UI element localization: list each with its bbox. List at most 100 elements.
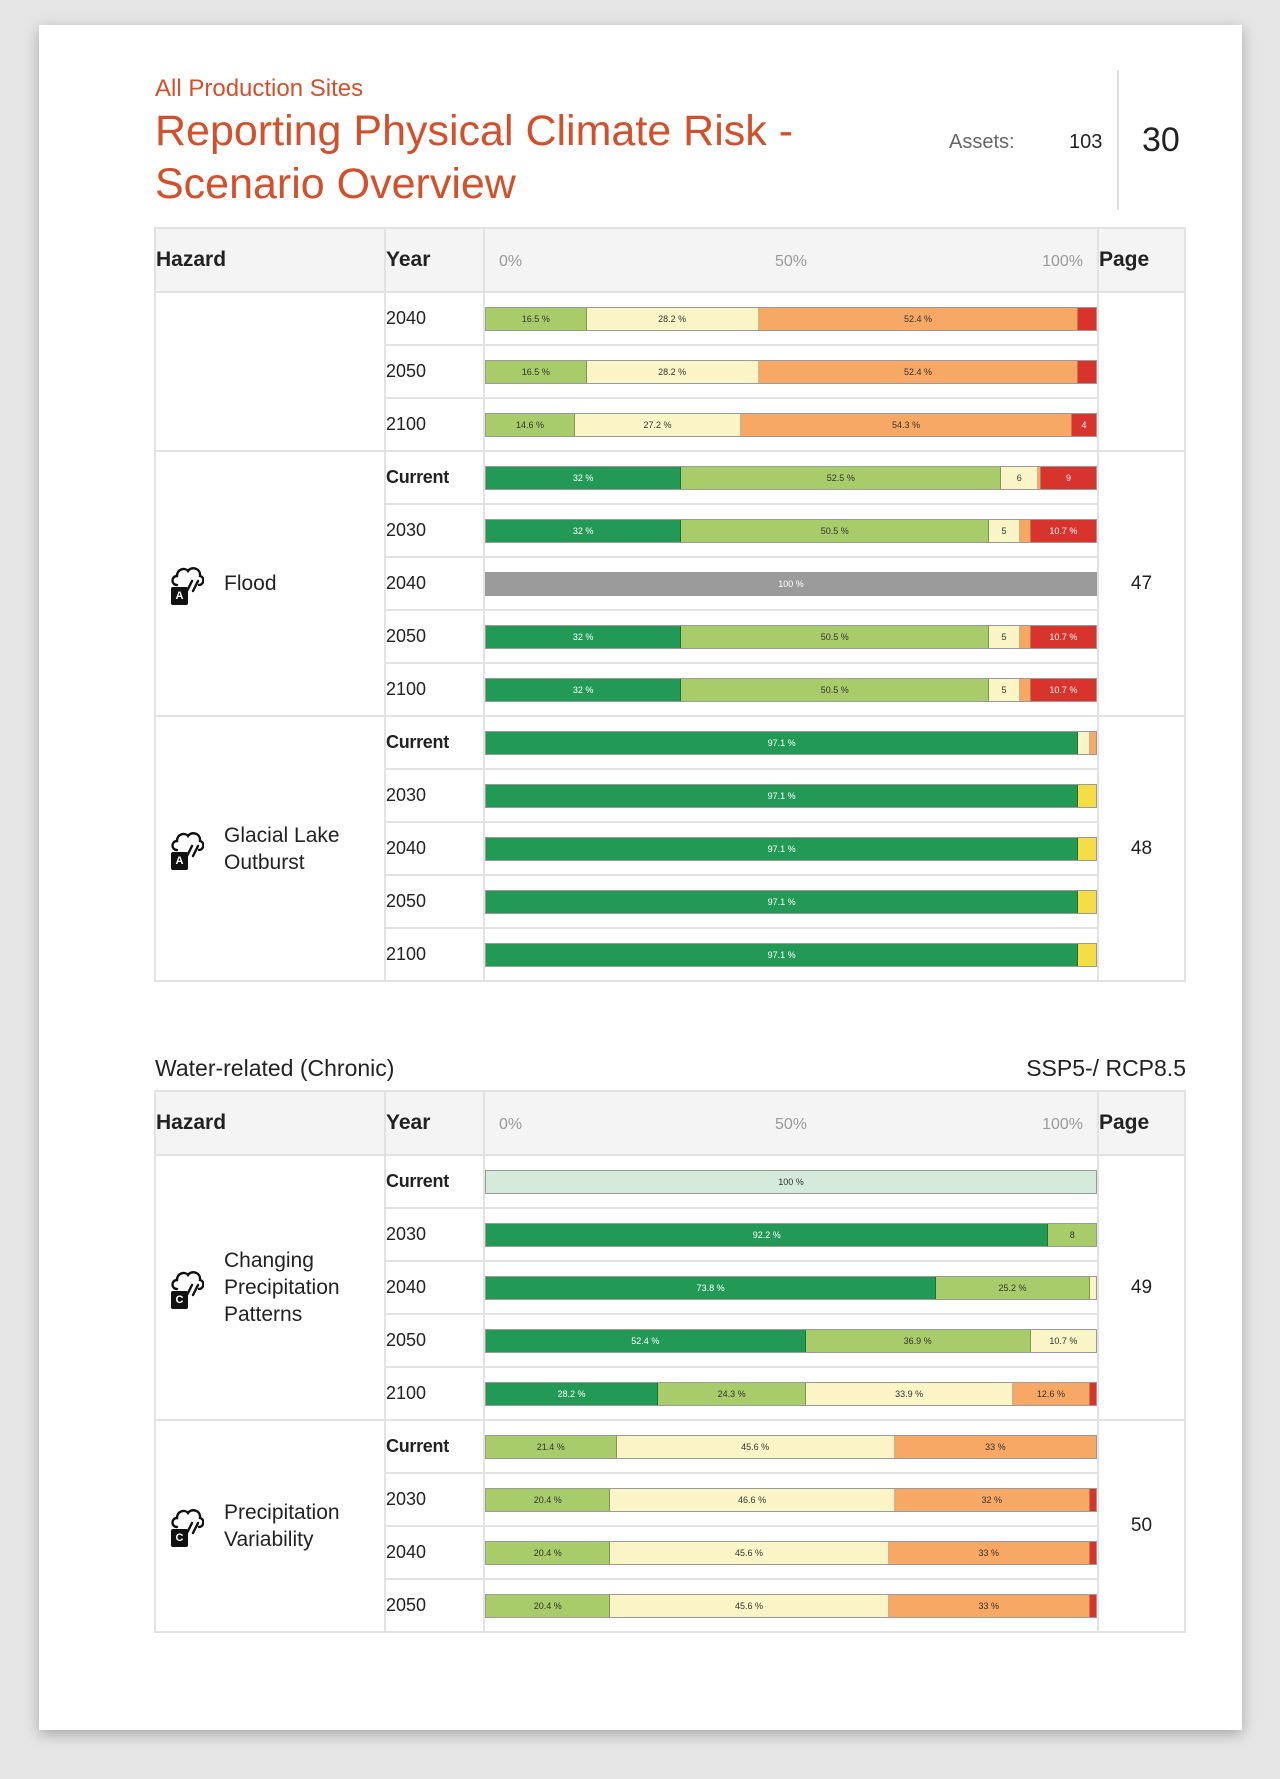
stacked-bar: 16.5 % 28.2 % 52.4 % bbox=[485, 306, 1097, 331]
bar-segment: 25.2 % bbox=[936, 1276, 1090, 1299]
report-page: All Production Sites Reporting Physical … bbox=[39, 25, 1242, 1730]
bar-segment: 97.1 % bbox=[486, 837, 1079, 860]
hazard-cell: A Flood bbox=[154, 450, 386, 717]
bar-segment: 46.6 % bbox=[610, 1488, 895, 1511]
table-row: 2040 16.5 % 28.2 % 52.4 % bbox=[154, 291, 1186, 452]
bar-segment: 52.4 % bbox=[758, 360, 1079, 383]
hazard-name: Precipitation Variability bbox=[224, 1501, 340, 1551]
stacked-bar: 32 % 50.5 % 5 10.7 % bbox=[485, 518, 1097, 543]
bar-segment: 52.4 % bbox=[758, 307, 1079, 330]
bar-segment: 36.9 % bbox=[805, 1329, 1031, 1352]
year-cell: 2040 bbox=[384, 821, 485, 876]
bar-cell: 97.1 % bbox=[483, 927, 1099, 982]
bar-segment: 50.5 % bbox=[681, 678, 990, 701]
bar-segment bbox=[1089, 1541, 1096, 1564]
bar-segment: 33 % bbox=[888, 1594, 1090, 1617]
bar-segment: 97.1 % bbox=[486, 731, 1079, 754]
table-row: 2050 97.1 % bbox=[155, 874, 1185, 929]
stacked-bar: 97.1 % bbox=[485, 730, 1097, 755]
bar-segment: 16.5 % bbox=[486, 307, 587, 330]
page-ref: 47 bbox=[1097, 450, 1186, 717]
bar-cell: 52.4 % 36.9 % 10.7 % bbox=[483, 1313, 1099, 1368]
hazard-label: A Flood bbox=[156, 563, 384, 605]
bar-segment: 5 bbox=[989, 625, 1020, 648]
stacked-bar: 97.1 % bbox=[485, 889, 1097, 914]
year-cell: 2050 bbox=[384, 874, 485, 929]
bar-segment bbox=[1089, 1382, 1096, 1405]
bar-segment: 10.7 % bbox=[1030, 625, 1096, 648]
bar-cell: 32 % 50.5 % 5 10.7 % bbox=[483, 503, 1099, 558]
page-ref bbox=[1097, 291, 1186, 452]
bar-segment: 32 % bbox=[486, 466, 682, 489]
table-row: 2040 20.4 % 45.6 % 33 % bbox=[155, 1525, 1185, 1580]
stacked-bar: 32 % 50.5 % 5 10.7 % bbox=[485, 624, 1097, 649]
stacked-bar: 14.6 % 27.2 % 54.3 % 4 bbox=[485, 412, 1097, 437]
table-row: 2050 20.4 % 45.6 % 33 % bbox=[155, 1578, 1185, 1633]
bar-segment: 52.4 % bbox=[486, 1329, 806, 1352]
bar-cell: 16.5 % 28.2 % 52.4 % bbox=[483, 291, 1099, 346]
hazard-category-badge: C bbox=[171, 1290, 188, 1309]
bar-cell: 16.5 % 28.2 % 52.4 % bbox=[483, 344, 1099, 399]
bar-segment: 5 bbox=[989, 519, 1020, 542]
stacked-bar: 21.4 % 45.6 % 33 % bbox=[485, 1434, 1097, 1459]
weather-hazard-icon: A bbox=[170, 563, 212, 605]
table-row: 2050 16.5 % 28.2 % 52.4 % bbox=[155, 344, 1185, 399]
bar-segment: 50.5 % bbox=[681, 519, 990, 542]
year-cell: Current bbox=[384, 450, 485, 505]
header-page: Page bbox=[1097, 1090, 1186, 1156]
bar-cell: 97.1 % bbox=[483, 874, 1099, 929]
bar-cell: 20.4 % 45.6 % 33 % bbox=[483, 1578, 1099, 1633]
bar-segment bbox=[1078, 731, 1090, 754]
stacked-bar: 92.2 % 8 bbox=[485, 1222, 1097, 1247]
bar-cell: 100 % bbox=[483, 556, 1099, 611]
header-divider bbox=[1117, 70, 1119, 210]
header-page: Page bbox=[1097, 227, 1186, 293]
table-row: A Glacial Lake Outburst Current 97.1 % 48 bbox=[154, 715, 1186, 982]
bar-cell: 97.1 % bbox=[483, 715, 1099, 770]
bar-segment: 4 bbox=[1072, 413, 1096, 436]
hazard-name: Glacial Lake Outburst bbox=[224, 823, 340, 874]
year-cell: 2040 bbox=[384, 556, 485, 611]
bar-segment: 20.4 % bbox=[486, 1488, 611, 1511]
bar-segment: 50.5 % bbox=[681, 625, 990, 648]
table-row: 2050 32 % 50.5 % 5 10.7 % bbox=[155, 609, 1185, 664]
bar-segment bbox=[1078, 890, 1096, 913]
weather-hazard-icon: C bbox=[170, 1505, 212, 1547]
bar-segment: 45.6 % bbox=[616, 1435, 895, 1458]
year-cell: 2050 bbox=[384, 344, 485, 399]
header-scale: 0% 50% 100% bbox=[483, 1090, 1099, 1156]
chronic-hazard-body: C Changing Precipitation Patterns Current 1… bbox=[154, 1154, 1186, 1633]
bar-segment bbox=[1089, 1276, 1096, 1299]
bar-segment bbox=[1019, 678, 1031, 701]
bar-cell: 14.6 % 27.2 % 54.3 % 4 bbox=[483, 397, 1099, 452]
bar-segment: 54.3 % bbox=[740, 413, 1073, 436]
section-scenario: SSP5-/ RCP8.5 bbox=[1026, 1055, 1186, 1081]
year-cell: 2040 bbox=[384, 1260, 485, 1315]
chronic-hazard-table: Hazard Year 0% 50% 100% Page C Changing P… bbox=[154, 1090, 1186, 1633]
bar-cell: 97.1 % bbox=[483, 768, 1099, 823]
page-ref: 49 bbox=[1097, 1154, 1186, 1421]
bar-cell: 20.4 % 46.6 % 32 % bbox=[483, 1472, 1099, 1527]
year-cell: Current bbox=[384, 1154, 485, 1209]
bar-segment bbox=[1078, 784, 1096, 807]
table-row: 2100 28.2 % 24.3 % 33.9 % 12.6 % bbox=[155, 1366, 1185, 1421]
hazard-cell bbox=[154, 291, 386, 452]
section-title: Water-related (Chronic) bbox=[155, 1055, 395, 1081]
bar-cell: 21.4 % 45.6 % 33 % bbox=[483, 1419, 1099, 1474]
table-row: C Precipitation Variability Current 21.4 % 4… bbox=[154, 1419, 1186, 1633]
bar-cell: 28.2 % 24.3 % 33.9 % 12.6 % bbox=[483, 1366, 1099, 1421]
stacked-bar: 97.1 % bbox=[485, 783, 1097, 808]
report-subtitle: All Production Sites bbox=[155, 75, 364, 102]
bar-segment: 97.1 % bbox=[486, 890, 1079, 913]
table-row: 2040 73.8 % 25.2 % bbox=[155, 1260, 1185, 1315]
bar-segment: 32 % bbox=[486, 678, 682, 701]
bar-segment: 9 bbox=[1041, 466, 1096, 489]
bar-segment bbox=[1078, 307, 1096, 330]
bar-segment bbox=[1089, 1488, 1096, 1511]
assets-count: 103 bbox=[1069, 131, 1103, 153]
bar-segment bbox=[1038, 466, 1042, 489]
hazard-category-badge: C bbox=[171, 1529, 188, 1547]
bar-segment: 20.4 % bbox=[486, 1594, 611, 1617]
year-cell: 2030 bbox=[384, 1472, 485, 1527]
table-row: 2030 20.4 % 46.6 % 32 % bbox=[155, 1472, 1185, 1527]
